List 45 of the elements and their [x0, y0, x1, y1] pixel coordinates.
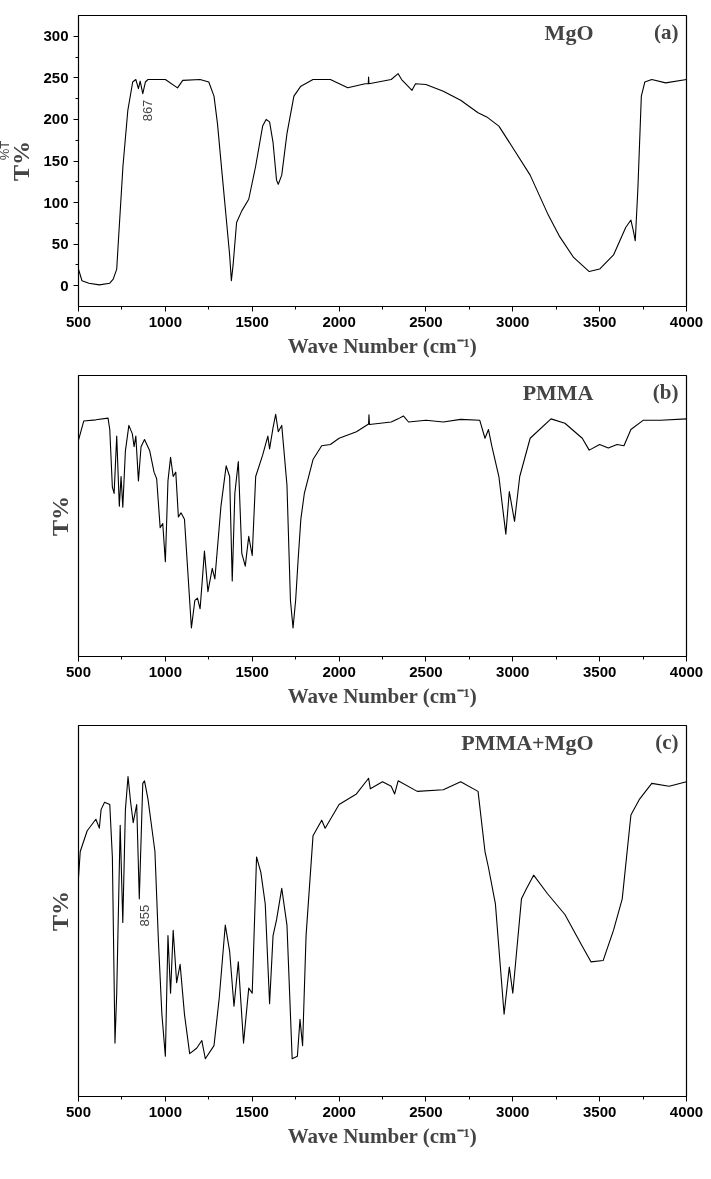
y-tick-label: 300: [43, 27, 69, 45]
x-axis-title: Wave Number (cm⁻¹): [287, 1123, 477, 1148]
chart-title: PMMA: [522, 379, 594, 405]
x-tick-label: 500: [65, 662, 92, 680]
x-tick-label: 2500: [409, 312, 443, 330]
x-axis-title: Wave Number (cm⁻¹): [287, 333, 477, 358]
x-tick-label: 1500: [235, 1102, 269, 1120]
x-tick-label: 2500: [409, 662, 443, 680]
x-tick-label: 2500: [409, 1102, 443, 1120]
x-tick-label: 2000: [322, 312, 356, 330]
y-axis-title: T%: [46, 890, 73, 931]
x-tick-label: 4000: [669, 662, 704, 680]
y-axis-title: T%%T: [0, 140, 35, 181]
x-tick-label: 500: [65, 312, 92, 330]
y-tick-label: 150: [43, 152, 69, 169]
annotation: 867: [139, 99, 155, 122]
y-tick-label: 100: [43, 193, 69, 211]
x-tick-label: 3500: [582, 312, 617, 330]
y-tick-label: 50: [51, 235, 69, 253]
annotation: 855: [136, 904, 152, 927]
x-tick-label: 3500: [582, 662, 617, 680]
x-tick-label: 1500: [235, 662, 269, 680]
x-tick-label: 1000: [148, 312, 183, 330]
y-tick-label: 0: [60, 276, 69, 294]
x-tick-label: 3500: [582, 1102, 617, 1120]
x-tick-label: 3000: [496, 312, 530, 330]
x-tick-label: 2000: [322, 662, 356, 680]
x-tick-label: 4000: [669, 312, 704, 330]
y-tick-label: 250: [43, 68, 69, 86]
x-tick-label: 4000: [669, 1102, 704, 1120]
x-axis-title: Wave Number (cm⁻¹): [287, 683, 477, 708]
x-tick-label: 1500: [235, 312, 269, 330]
x-tick-label: 500: [65, 1102, 92, 1120]
x-tick-label: 1000: [148, 662, 183, 680]
x-tick-label: 1000: [148, 1102, 183, 1120]
y-tick-label: 200: [43, 110, 69, 128]
x-tick-label: 2000: [322, 1102, 356, 1120]
chart-title: PMMA+MgO: [461, 729, 594, 755]
annotation: (a): [654, 19, 679, 44]
x-tick-label: 3000: [496, 662, 530, 680]
chart-title: MgO: [544, 19, 594, 45]
text: (b): [652, 379, 679, 404]
y-axis-title: T%: [46, 495, 73, 536]
x-tick-label: 3000: [496, 1102, 530, 1120]
text: (c): [655, 729, 679, 754]
